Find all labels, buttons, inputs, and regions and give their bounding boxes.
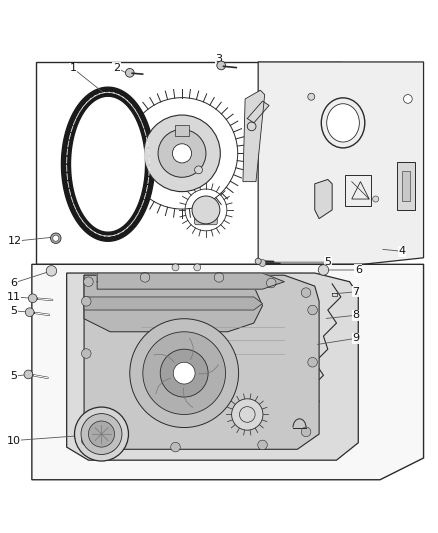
Circle shape bbox=[81, 436, 91, 446]
Text: 3: 3 bbox=[215, 54, 223, 64]
Circle shape bbox=[373, 196, 379, 202]
Circle shape bbox=[81, 349, 91, 358]
Polygon shape bbox=[258, 62, 424, 264]
Polygon shape bbox=[315, 180, 332, 219]
Text: 6: 6 bbox=[10, 278, 17, 288]
Circle shape bbox=[74, 407, 128, 461]
Polygon shape bbox=[243, 90, 265, 182]
Polygon shape bbox=[397, 162, 415, 210]
Polygon shape bbox=[67, 273, 358, 460]
Polygon shape bbox=[32, 264, 424, 480]
Circle shape bbox=[217, 61, 226, 70]
Polygon shape bbox=[84, 275, 262, 332]
Ellipse shape bbox=[327, 104, 359, 142]
Circle shape bbox=[403, 94, 412, 103]
Circle shape bbox=[25, 308, 34, 317]
Text: 7: 7 bbox=[353, 287, 360, 297]
Polygon shape bbox=[97, 273, 284, 289]
Text: 5: 5 bbox=[324, 257, 331, 267]
Text: 5: 5 bbox=[10, 371, 17, 381]
Circle shape bbox=[130, 319, 239, 427]
Text: 1: 1 bbox=[70, 63, 77, 74]
Polygon shape bbox=[332, 293, 337, 296]
Circle shape bbox=[301, 288, 311, 297]
Polygon shape bbox=[84, 275, 319, 449]
Circle shape bbox=[81, 296, 91, 306]
Polygon shape bbox=[61, 87, 155, 241]
Circle shape bbox=[106, 442, 115, 452]
Circle shape bbox=[53, 235, 59, 241]
Polygon shape bbox=[345, 175, 371, 206]
Text: 10: 10 bbox=[7, 435, 21, 446]
Text: 2: 2 bbox=[113, 62, 120, 72]
Circle shape bbox=[318, 265, 328, 275]
Circle shape bbox=[50, 233, 61, 244]
Text: 12: 12 bbox=[7, 236, 21, 246]
Polygon shape bbox=[72, 98, 144, 231]
Text: 6: 6 bbox=[355, 265, 362, 275]
Bar bbox=[36, 62, 341, 264]
Circle shape bbox=[140, 272, 150, 282]
Text: 11: 11 bbox=[7, 292, 21, 302]
Circle shape bbox=[308, 93, 315, 100]
Text: 5: 5 bbox=[10, 306, 17, 316]
Circle shape bbox=[173, 144, 191, 163]
Bar bbox=[176, 125, 188, 136]
Circle shape bbox=[172, 264, 179, 271]
Text: 4: 4 bbox=[398, 246, 405, 256]
Polygon shape bbox=[247, 101, 269, 123]
Polygon shape bbox=[84, 297, 262, 310]
Circle shape bbox=[194, 166, 202, 174]
Circle shape bbox=[173, 362, 195, 384]
Circle shape bbox=[301, 427, 311, 437]
Circle shape bbox=[84, 277, 93, 287]
Text: 9: 9 bbox=[353, 333, 360, 343]
Circle shape bbox=[308, 358, 318, 367]
Text: 8: 8 bbox=[353, 310, 360, 320]
Circle shape bbox=[125, 68, 134, 77]
Circle shape bbox=[259, 260, 266, 266]
Circle shape bbox=[24, 370, 33, 379]
Circle shape bbox=[160, 349, 208, 397]
Circle shape bbox=[88, 421, 115, 447]
Circle shape bbox=[232, 399, 263, 430]
Circle shape bbox=[308, 305, 318, 315]
Circle shape bbox=[28, 294, 37, 303]
Circle shape bbox=[46, 265, 57, 276]
Circle shape bbox=[171, 442, 180, 452]
Circle shape bbox=[214, 272, 224, 282]
Circle shape bbox=[194, 264, 201, 271]
Circle shape bbox=[81, 414, 122, 455]
FancyBboxPatch shape bbox=[194, 211, 217, 225]
Circle shape bbox=[144, 115, 220, 192]
Circle shape bbox=[158, 130, 206, 177]
Circle shape bbox=[255, 258, 261, 264]
Circle shape bbox=[258, 440, 267, 450]
Circle shape bbox=[143, 332, 226, 415]
Bar bbox=[402, 171, 410, 201]
Circle shape bbox=[192, 196, 220, 224]
Circle shape bbox=[266, 278, 276, 288]
